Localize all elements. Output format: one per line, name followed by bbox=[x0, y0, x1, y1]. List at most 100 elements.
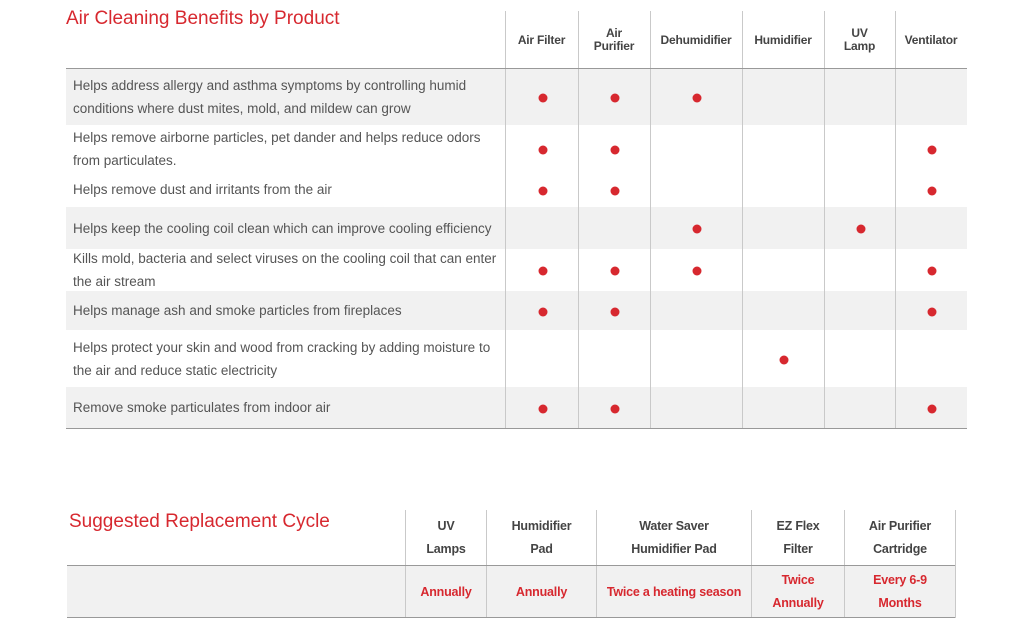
column-header-line: Filter bbox=[783, 541, 813, 556]
benefit-dot bbox=[927, 404, 937, 413]
column-divider bbox=[844, 510, 845, 618]
replacement-value-line: Twice bbox=[781, 573, 815, 587]
benefit-dot bbox=[856, 224, 865, 234]
column-header-line: Water Saver bbox=[639, 518, 709, 533]
benefit-dot bbox=[927, 307, 937, 316]
column-header: EZ Flex Filter bbox=[752, 510, 844, 565]
benefit-dot bbox=[610, 186, 620, 195]
benefit-text: Remove smoke particulates from indoor ai… bbox=[73, 400, 331, 415]
benefit-dot bbox=[610, 266, 620, 276]
column-header-line: EZ Flex bbox=[776, 518, 820, 533]
benefits-table-title: Air Cleaning Benefits by Product bbox=[66, 8, 340, 29]
value-row bbox=[67, 566, 955, 618]
replacement-value-line: Twice a heating season bbox=[606, 584, 742, 599]
replacement-value-line: Annually bbox=[515, 584, 568, 599]
column-header-line: Lamps bbox=[426, 541, 466, 556]
column-divider bbox=[405, 510, 406, 618]
column-header: UV Lamp bbox=[824, 11, 895, 69]
replacement-value-line: Annually bbox=[420, 584, 472, 599]
column-divider bbox=[824, 11, 825, 429]
benefit-dot bbox=[927, 186, 937, 195]
column-divider bbox=[505, 11, 506, 429]
replacement-value: Every 6-9 Months bbox=[845, 566, 955, 618]
column-header-line: Humidifier bbox=[754, 32, 812, 47]
benefit-dot bbox=[610, 404, 620, 413]
benefit-row: Kills mold, bacteria and select viruses … bbox=[66, 249, 967, 291]
column-header-line: Humidifier Pad bbox=[631, 541, 717, 556]
benefit-dot bbox=[779, 355, 789, 364]
benefit-text: Helps protect your skin and wood from cr… bbox=[73, 339, 491, 378]
benefit-dot bbox=[538, 404, 547, 413]
column-header-line: Lamp bbox=[843, 39, 876, 53]
benefit-dot bbox=[610, 307, 620, 316]
benefit-dot bbox=[538, 186, 547, 195]
benefit-row: Helps protect your skin and wood from cr… bbox=[66, 330, 967, 387]
benefit-dot bbox=[538, 266, 547, 276]
benefit-row: Helps manage ash and smoke particles fro… bbox=[66, 291, 967, 330]
benefit-dot bbox=[610, 145, 620, 154]
column-header-line: Ventilator bbox=[904, 32, 958, 47]
benefit-dot bbox=[538, 145, 547, 154]
column-divider bbox=[751, 510, 752, 618]
replacement-value: Annually bbox=[487, 566, 596, 618]
column-header: Humidifier Pad bbox=[487, 510, 596, 565]
column-header: Ventilator bbox=[895, 11, 967, 69]
header-rule bbox=[66, 68, 967, 69]
column-divider bbox=[650, 11, 651, 429]
column-header: Humidifier bbox=[742, 11, 824, 69]
replacement-value: Twice Annually bbox=[752, 566, 844, 618]
benefit-text: Helps address allergy and asthma symptom… bbox=[73, 78, 467, 116]
benefit-row: Helps address allergy and asthma symptom… bbox=[66, 69, 967, 125]
benefit-text: Helps keep the cooling coil clean which … bbox=[73, 220, 492, 236]
column-header-line: Cartridge bbox=[873, 541, 927, 556]
column-header-line: Air bbox=[605, 26, 623, 40]
column-divider bbox=[895, 11, 896, 429]
bottom-rule bbox=[66, 428, 967, 429]
column-divider bbox=[596, 510, 597, 618]
benefit-row: Helps remove dust and irritants from the… bbox=[66, 172, 967, 207]
bottom-rule bbox=[67, 617, 955, 618]
column-header-line: Air Filter bbox=[517, 32, 566, 47]
replacement-value: Twice a heating season bbox=[597, 566, 751, 618]
column-header-line: UV bbox=[437, 518, 455, 533]
column-header-line: Pad bbox=[530, 541, 553, 556]
replacement-table: UV Lamps Annually Humidifier Pad Annually Wate… bbox=[67, 510, 956, 618]
column-header: Water Saver Humidifier Pad bbox=[597, 510, 751, 565]
column-header-line: Humidifier bbox=[511, 518, 572, 533]
column-header: UV Lamps bbox=[406, 510, 486, 565]
benefit-row: Helps keep the cooling coil clean which … bbox=[66, 207, 967, 249]
replacement-value-line: Every 6-9 bbox=[873, 573, 927, 587]
column-header: Air Purifier Cartridge bbox=[845, 510, 955, 565]
column-header-line: Air Purifier bbox=[868, 518, 932, 533]
benefit-text: Helps manage ash and smoke particles fro… bbox=[73, 303, 402, 318]
benefit-dot bbox=[927, 266, 937, 276]
column-header: Air Filter bbox=[505, 11, 578, 69]
column-divider bbox=[955, 510, 956, 618]
column-divider bbox=[742, 11, 743, 429]
benefit-row: Remove smoke particulates from indoor ai… bbox=[66, 387, 967, 428]
benefit-dot bbox=[538, 307, 547, 316]
benefit-text: Helps remove dust and irritants from the… bbox=[73, 182, 332, 197]
replacement-value-line: Months bbox=[878, 596, 922, 610]
column-divider bbox=[578, 11, 579, 429]
benefit-dot bbox=[538, 93, 547, 103]
column-header: Dehumidifier bbox=[650, 11, 742, 69]
benefit-dot bbox=[692, 224, 702, 234]
column-header-line: UV bbox=[851, 26, 868, 40]
column-header: Air Purifier bbox=[578, 11, 650, 69]
benefit-dot bbox=[692, 266, 702, 276]
replacement-value: Annually bbox=[406, 566, 486, 618]
replacement-table-title: Suggested Replacement Cycle bbox=[69, 511, 330, 532]
column-divider bbox=[486, 510, 487, 618]
column-header-line: Purifier bbox=[593, 39, 635, 53]
column-header-line: Dehumidifier bbox=[660, 32, 732, 47]
benefits-table: Helps address allergy and asthma symptom… bbox=[66, 11, 967, 429]
benefit-dot bbox=[610, 93, 620, 103]
header-rule bbox=[67, 565, 955, 566]
benefit-text: Helps remove airborne particles, pet dan… bbox=[73, 129, 481, 168]
benefit-text: Kills mold, bacteria and select viruses … bbox=[73, 251, 497, 289]
replacement-value-line: Annually bbox=[772, 596, 824, 610]
benefit-row: Helps remove airborne particles, pet dan… bbox=[66, 125, 967, 172]
benefit-dot bbox=[692, 93, 702, 103]
benefit-dot bbox=[927, 145, 937, 154]
